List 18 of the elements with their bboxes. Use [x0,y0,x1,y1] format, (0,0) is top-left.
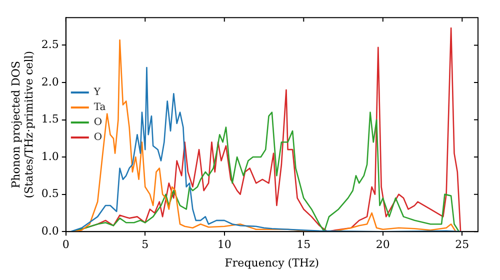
y-tick-label: 0.0 [41,224,59,238]
x-tick-label: 20 [376,238,390,252]
legend-label: O [94,132,102,144]
legend-label: Y [92,87,101,98]
x-tick-label: 25 [455,238,470,252]
legend-label: O [94,117,102,128]
y-tick-label: 0.5 [41,187,59,200]
y-tick-label: 2.5 [41,38,59,52]
x-tick-label: 5 [142,238,149,252]
legend-label: Ta [94,102,106,114]
y-tick-label: 1.5 [41,112,59,126]
x-tick-label: 10 [217,238,232,252]
x-axis-title: Frequency (THz) [224,256,320,270]
y-tick-label: 2.0 [41,75,59,88]
x-tick-label: 15 [296,238,311,252]
y-axis-title: Phonon projected DOS (States/THz·primitive cell) [9,50,36,198]
x-tick-label: 0 [62,238,70,252]
y-tick-label: 1.0 [41,150,59,163]
